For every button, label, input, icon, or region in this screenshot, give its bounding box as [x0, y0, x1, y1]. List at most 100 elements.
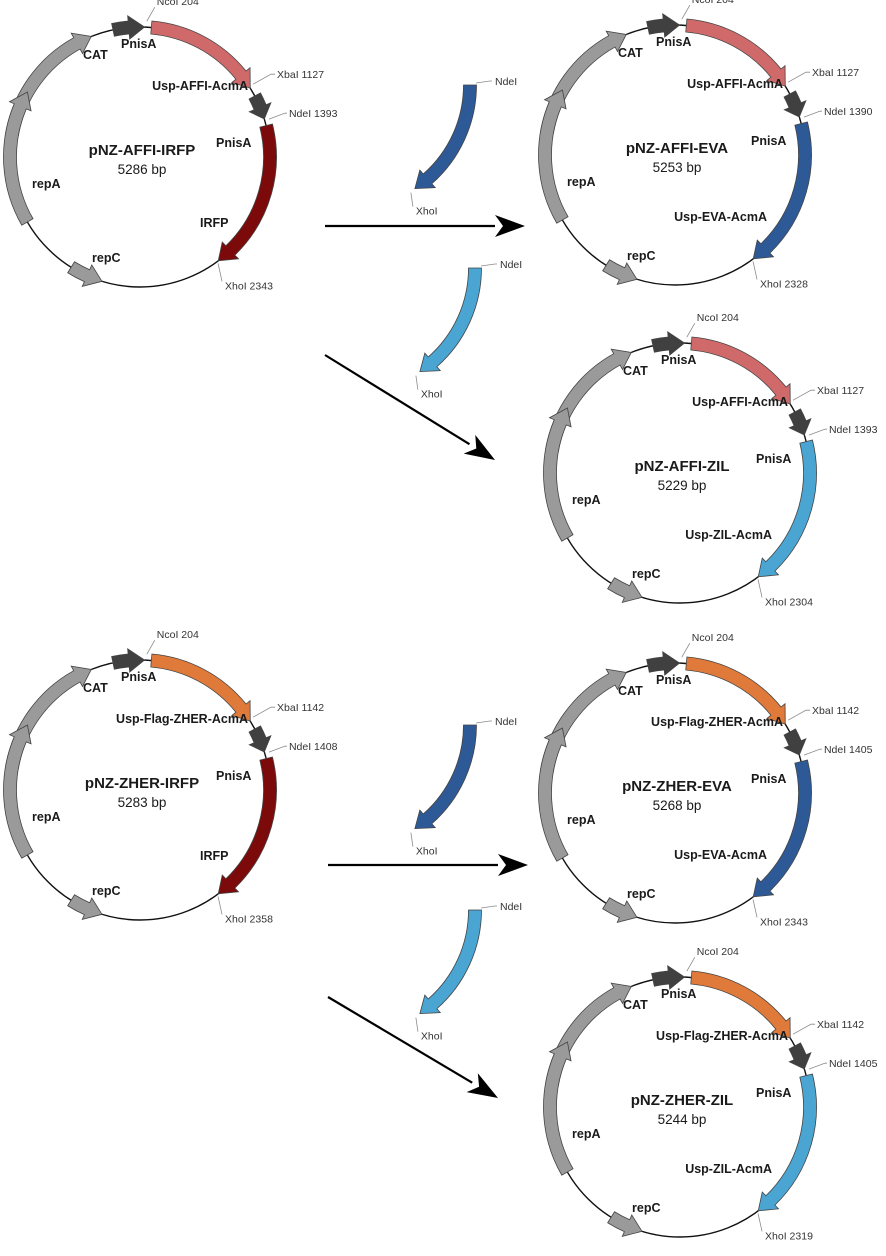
xhoi-leader	[217, 263, 223, 282]
insert-gene-label: IRFP	[200, 849, 228, 863]
fragment-xhoi-leader	[415, 1017, 419, 1032]
ndei-leader	[803, 110, 822, 118]
insert-fragment: NdeI XhoI	[415, 901, 522, 1043]
repa-gene-arrow	[543, 407, 574, 542]
repc-label: repC	[627, 249, 655, 263]
repc-gene-arrow	[67, 261, 103, 287]
ndei-leader	[808, 1062, 827, 1070]
fragment-ndei-leader	[480, 905, 497, 909]
plasmid-name: pNZ-ZHER-ZIL	[631, 1092, 733, 1109]
pnisa-label-2: PnisA	[756, 1086, 791, 1100]
binder-fusion-arrow	[685, 656, 786, 725]
fragment-arrow	[414, 724, 477, 830]
cat-label: CAT	[83, 681, 108, 695]
fragment-ndei-leader	[475, 80, 492, 84]
xhoi-leader	[752, 899, 758, 918]
fusion-gene-label: Usp-AFFI-AcmA	[692, 395, 788, 409]
xbai-leader	[792, 1023, 816, 1035]
insert-fragment: NdeI XhoI	[410, 716, 517, 858]
pnisa-label-1: PnisA	[121, 37, 156, 51]
process-arrow	[328, 854, 528, 876]
ncoi-leader	[686, 322, 696, 338]
binder-fusion-arrow	[690, 970, 791, 1039]
plasmid-name: pNZ-AFFI-IRFP	[89, 142, 196, 159]
fragment-arrow	[419, 909, 482, 1015]
pnisa-promoter-arrow	[111, 15, 146, 40]
fusion-gene-label: Usp-Flag-ZHER-AcmA	[116, 712, 248, 726]
fragment-ndei-label: NdeI	[500, 901, 522, 913]
pnisa-promoter-arrow	[788, 408, 812, 436]
repa-label: repA	[567, 175, 595, 189]
xhoi-leader	[752, 261, 758, 280]
pnisa-label-1: PnisA	[656, 673, 691, 687]
xbai-leader	[787, 709, 811, 721]
pnisa-promoter-arrow	[248, 92, 272, 120]
fragment-xhoi-label: XhoI	[416, 206, 438, 218]
ncoi-leader	[681, 642, 691, 658]
ncoi-site-label: NcoI 204	[157, 629, 199, 641]
repa-label: repA	[572, 1127, 600, 1141]
process-arrow	[324, 354, 495, 460]
fragment-ndei-label: NdeI	[500, 259, 522, 271]
plasmid-map: NcoI 204 XbaI 1127 NdeI 1393 XhoI 2343 CAT Pn…	[3, 0, 338, 292]
plasmid-size: 5253 bp	[653, 160, 702, 175]
plasmid-map: NcoI 204 XbaI 1142 NdeI 1405 XhoI 2319 CAT Pn…	[543, 946, 878, 1242]
binder-fusion-arrow	[150, 653, 251, 722]
fragment-ndei-leader	[480, 263, 497, 267]
insert-gene-label: Usp-ZIL-AcmA	[685, 1162, 772, 1176]
fragment-xhoi-leader	[410, 192, 414, 207]
xhoi-site-label: XhoI 2319	[765, 1230, 813, 1242]
plasmid-map: NcoI 204 XbaI 1127 NdeI 1393 XhoI 2304 CAT Pn…	[543, 312, 878, 608]
fragment-arrow	[419, 267, 482, 373]
fragment-xhoi-label: XhoI	[421, 389, 443, 401]
xbai-leader	[792, 389, 816, 401]
insert-gene-label: IRFP	[200, 216, 228, 230]
insert-gene-label: Usp-ZIL-AcmA	[685, 528, 772, 542]
ncoi-leader	[146, 6, 156, 22]
ndei-leader	[808, 428, 827, 436]
ncoi-leader	[686, 956, 696, 972]
insert-fragment: NdeI XhoI	[410, 76, 517, 218]
fragment-ndei-leader	[475, 720, 492, 724]
ndei-leader	[268, 745, 287, 753]
repa-gene-arrow	[538, 727, 569, 862]
plasmid-size: 5283 bp	[118, 795, 167, 810]
cat-label: CAT	[618, 46, 643, 60]
pnisa-label-2: PnisA	[751, 134, 786, 148]
fusion-gene-label: Usp-AFFI-AcmA	[687, 77, 783, 91]
binder-fusion-arrow	[685, 18, 786, 87]
insert-gene-arrow	[217, 123, 277, 262]
repc-label: repC	[632, 567, 660, 581]
xbai-site-label: XbaI 1127	[812, 67, 859, 79]
plasmid-map: NcoI 204 XbaI 1142 NdeI 1405 XhoI 2343 CAT Pn…	[538, 632, 873, 928]
ndei-leader	[803, 748, 822, 756]
xbai-site-label: XbaI 1142	[817, 1019, 864, 1031]
fragment-ndei-label: NdeI	[495, 76, 517, 88]
xbai-leader	[787, 71, 811, 83]
repa-label: repA	[32, 810, 60, 824]
pnisa-label-2: PnisA	[751, 772, 786, 786]
xbai-leader	[252, 73, 276, 85]
pnisa-promoter-arrow	[248, 725, 272, 753]
xbai-site-label: XbaI 1127	[277, 69, 324, 81]
plasmid-name: pNZ-AFFI-ZIL	[635, 458, 730, 475]
insert-gene-arrow	[757, 1073, 817, 1212]
pnisa-label-2: PnisA	[216, 769, 251, 783]
xhoi-site-label: XhoI 2343	[760, 916, 808, 928]
cat-label: CAT	[618, 684, 643, 698]
repa-gene-arrow	[543, 1041, 574, 1176]
plasmid-name: pNZ-AFFI-EVA	[626, 140, 728, 157]
plasmid-size: 5268 bp	[653, 798, 702, 813]
ncoi-site-label: NcoI 204	[697, 312, 739, 324]
xhoi-site-label: XhoI 2358	[225, 913, 273, 925]
xbai-leader	[252, 706, 276, 718]
cat-label: CAT	[83, 48, 108, 62]
insert-fragment: NdeI XhoI	[415, 259, 522, 401]
plasmid-map: NcoI 204 XbaI 1127 NdeI 1390 XhoI 2328 CAT Pn…	[538, 0, 873, 290]
fragment-arrow	[414, 84, 477, 190]
repc-gene-arrow	[67, 894, 103, 920]
plasmid-name: pNZ-ZHER-IRFP	[85, 775, 199, 792]
pnisa-promoter-arrow	[651, 331, 686, 356]
plasmid-size: 5244 bp	[658, 1112, 707, 1127]
